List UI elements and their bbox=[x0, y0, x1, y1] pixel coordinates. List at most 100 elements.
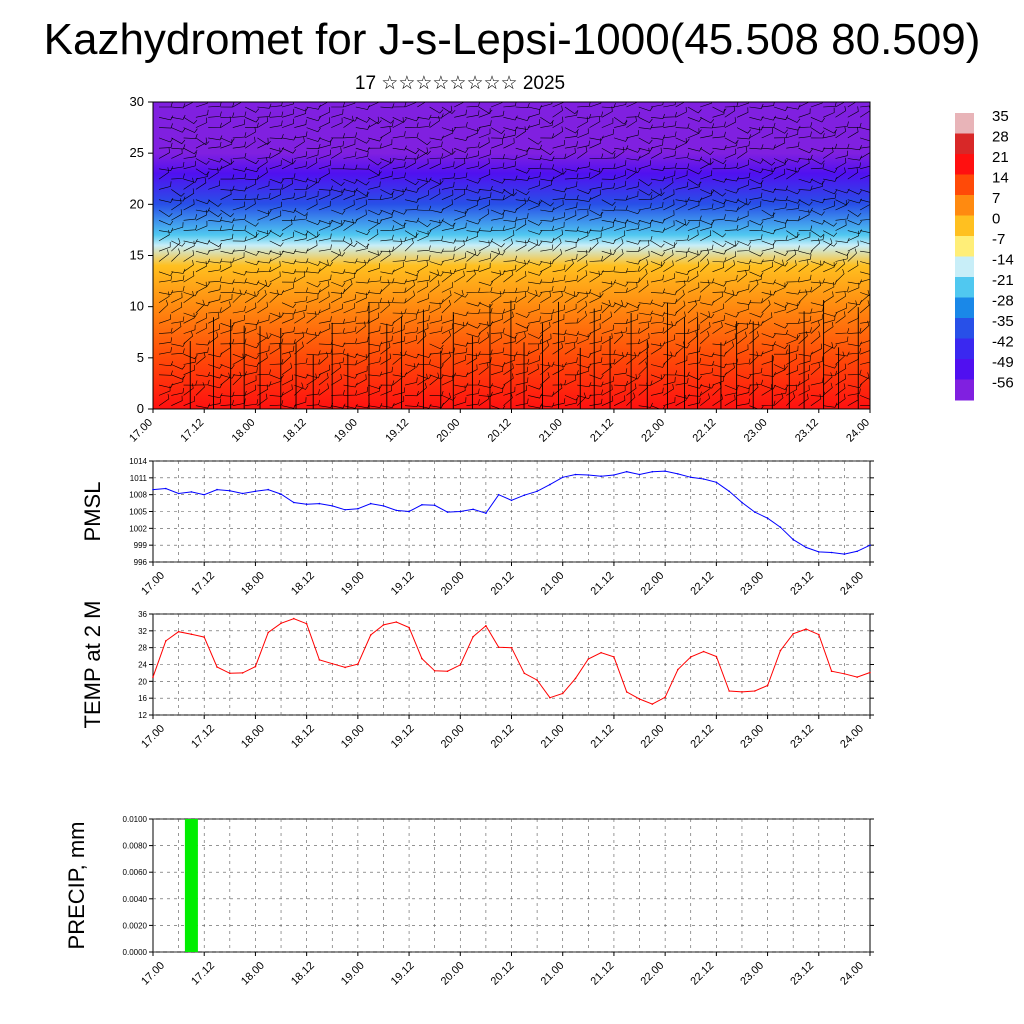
wind-barb bbox=[195, 102, 208, 108]
pmsl-point bbox=[702, 478, 705, 480]
wind-barb bbox=[429, 153, 444, 159]
wind-barb bbox=[380, 171, 393, 180]
wind-barb bbox=[466, 364, 478, 376]
wind-barb bbox=[675, 311, 686, 324]
wind-barb bbox=[208, 167, 219, 180]
wind-barb bbox=[232, 201, 245, 211]
wind-barb bbox=[601, 279, 616, 285]
wind-barb bbox=[761, 128, 774, 139]
wind-barb bbox=[835, 188, 850, 194]
wind-barb bbox=[823, 370, 838, 376]
wind-barb bbox=[601, 250, 617, 256]
wind-barb bbox=[577, 353, 592, 358]
wind-barb bbox=[171, 209, 183, 221]
wind-barb bbox=[404, 238, 414, 252]
wind-barb bbox=[700, 147, 714, 155]
wind-barb bbox=[195, 250, 211, 255]
wind-barb bbox=[589, 314, 601, 324]
wind-barb bbox=[601, 174, 616, 180]
colorbar-label: -35 bbox=[992, 313, 1014, 330]
wind-barb bbox=[183, 324, 196, 334]
wind-barb bbox=[331, 209, 346, 215]
wind-barb bbox=[368, 371, 383, 377]
wind-barb bbox=[822, 238, 833, 252]
wind-barb bbox=[798, 102, 810, 108]
wind-barb bbox=[368, 194, 382, 200]
wind-barb bbox=[282, 339, 296, 345]
wind-barb bbox=[675, 123, 690, 129]
pmsl-point bbox=[459, 510, 462, 513]
wind-barb bbox=[577, 394, 592, 400]
wind-barb bbox=[761, 384, 776, 390]
wind-barb bbox=[232, 119, 246, 128]
wind-barb bbox=[663, 351, 673, 365]
wind-barb bbox=[331, 147, 342, 159]
wind-barb bbox=[306, 231, 319, 242]
wind-barb bbox=[306, 331, 317, 345]
wind-barb bbox=[687, 250, 703, 256]
wind-barb bbox=[392, 117, 404, 128]
wind-barb bbox=[601, 118, 614, 128]
wind-barb bbox=[663, 189, 675, 200]
wind-barb bbox=[183, 312, 198, 318]
wind-barb bbox=[859, 147, 870, 159]
colorbar-label: -28 bbox=[992, 293, 1014, 310]
wind-barb bbox=[257, 116, 269, 128]
wind-barb bbox=[318, 200, 331, 211]
wind-barb bbox=[491, 347, 505, 355]
wind-barb bbox=[257, 103, 272, 109]
wind-barb bbox=[368, 402, 383, 408]
wind-barb bbox=[540, 391, 555, 397]
wind-barb bbox=[294, 151, 308, 159]
wind-barb bbox=[687, 331, 698, 345]
wind-barb bbox=[294, 233, 308, 242]
wind-barb bbox=[417, 245, 431, 252]
wind-barb bbox=[736, 107, 749, 118]
wind-barb bbox=[614, 195, 628, 201]
heatmap-x-tick-label: 22.00 bbox=[639, 417, 667, 445]
wind-barb bbox=[577, 366, 590, 376]
wind-barb bbox=[614, 380, 628, 387]
wind-barb bbox=[773, 388, 787, 396]
wind-barb bbox=[245, 367, 258, 376]
precip-y-tick-label: 0.0060 bbox=[123, 868, 148, 877]
wind-barb bbox=[466, 188, 481, 194]
wind-barb bbox=[294, 358, 308, 365]
wind-barb bbox=[158, 370, 173, 376]
wind-barb bbox=[478, 158, 490, 170]
wind-barb bbox=[675, 355, 688, 365]
wind-barb bbox=[417, 114, 432, 120]
heatmap-x-tick-label: 21.12 bbox=[588, 417, 616, 445]
wind-barb bbox=[429, 219, 441, 231]
wind-barb bbox=[515, 259, 530, 265]
wind-barb bbox=[257, 180, 270, 190]
temp-x-tick-label: 22.00 bbox=[638, 723, 666, 751]
wind-barb bbox=[454, 153, 468, 159]
wind-barb bbox=[318, 244, 332, 252]
wind-barb bbox=[601, 281, 613, 293]
wind-barb bbox=[712, 189, 727, 197]
wind-barb bbox=[454, 321, 465, 334]
wind-barb bbox=[368, 181, 381, 190]
wind-barb bbox=[343, 272, 355, 283]
wind-barb bbox=[294, 331, 305, 345]
wind-barb bbox=[171, 144, 186, 150]
pmsl-point bbox=[229, 489, 231, 492]
wind-barb bbox=[614, 205, 628, 211]
wind-barb bbox=[171, 286, 185, 293]
wind-barb bbox=[158, 227, 174, 233]
wind-barb bbox=[257, 111, 271, 118]
heatmap-y-tick-label: 20 bbox=[130, 196, 144, 211]
wind-barb bbox=[429, 315, 443, 324]
wind-barb bbox=[552, 168, 564, 180]
wind-barb bbox=[638, 268, 648, 283]
wind-barb bbox=[786, 245, 800, 252]
wind-barb bbox=[638, 117, 653, 123]
wind-barb bbox=[208, 102, 222, 108]
wind-barb bbox=[392, 187, 407, 193]
wind-barb bbox=[527, 261, 543, 266]
wind-barb bbox=[281, 173, 296, 180]
wind-barb bbox=[392, 255, 407, 262]
heatmap-x-tick-label: 23.12 bbox=[793, 417, 821, 445]
